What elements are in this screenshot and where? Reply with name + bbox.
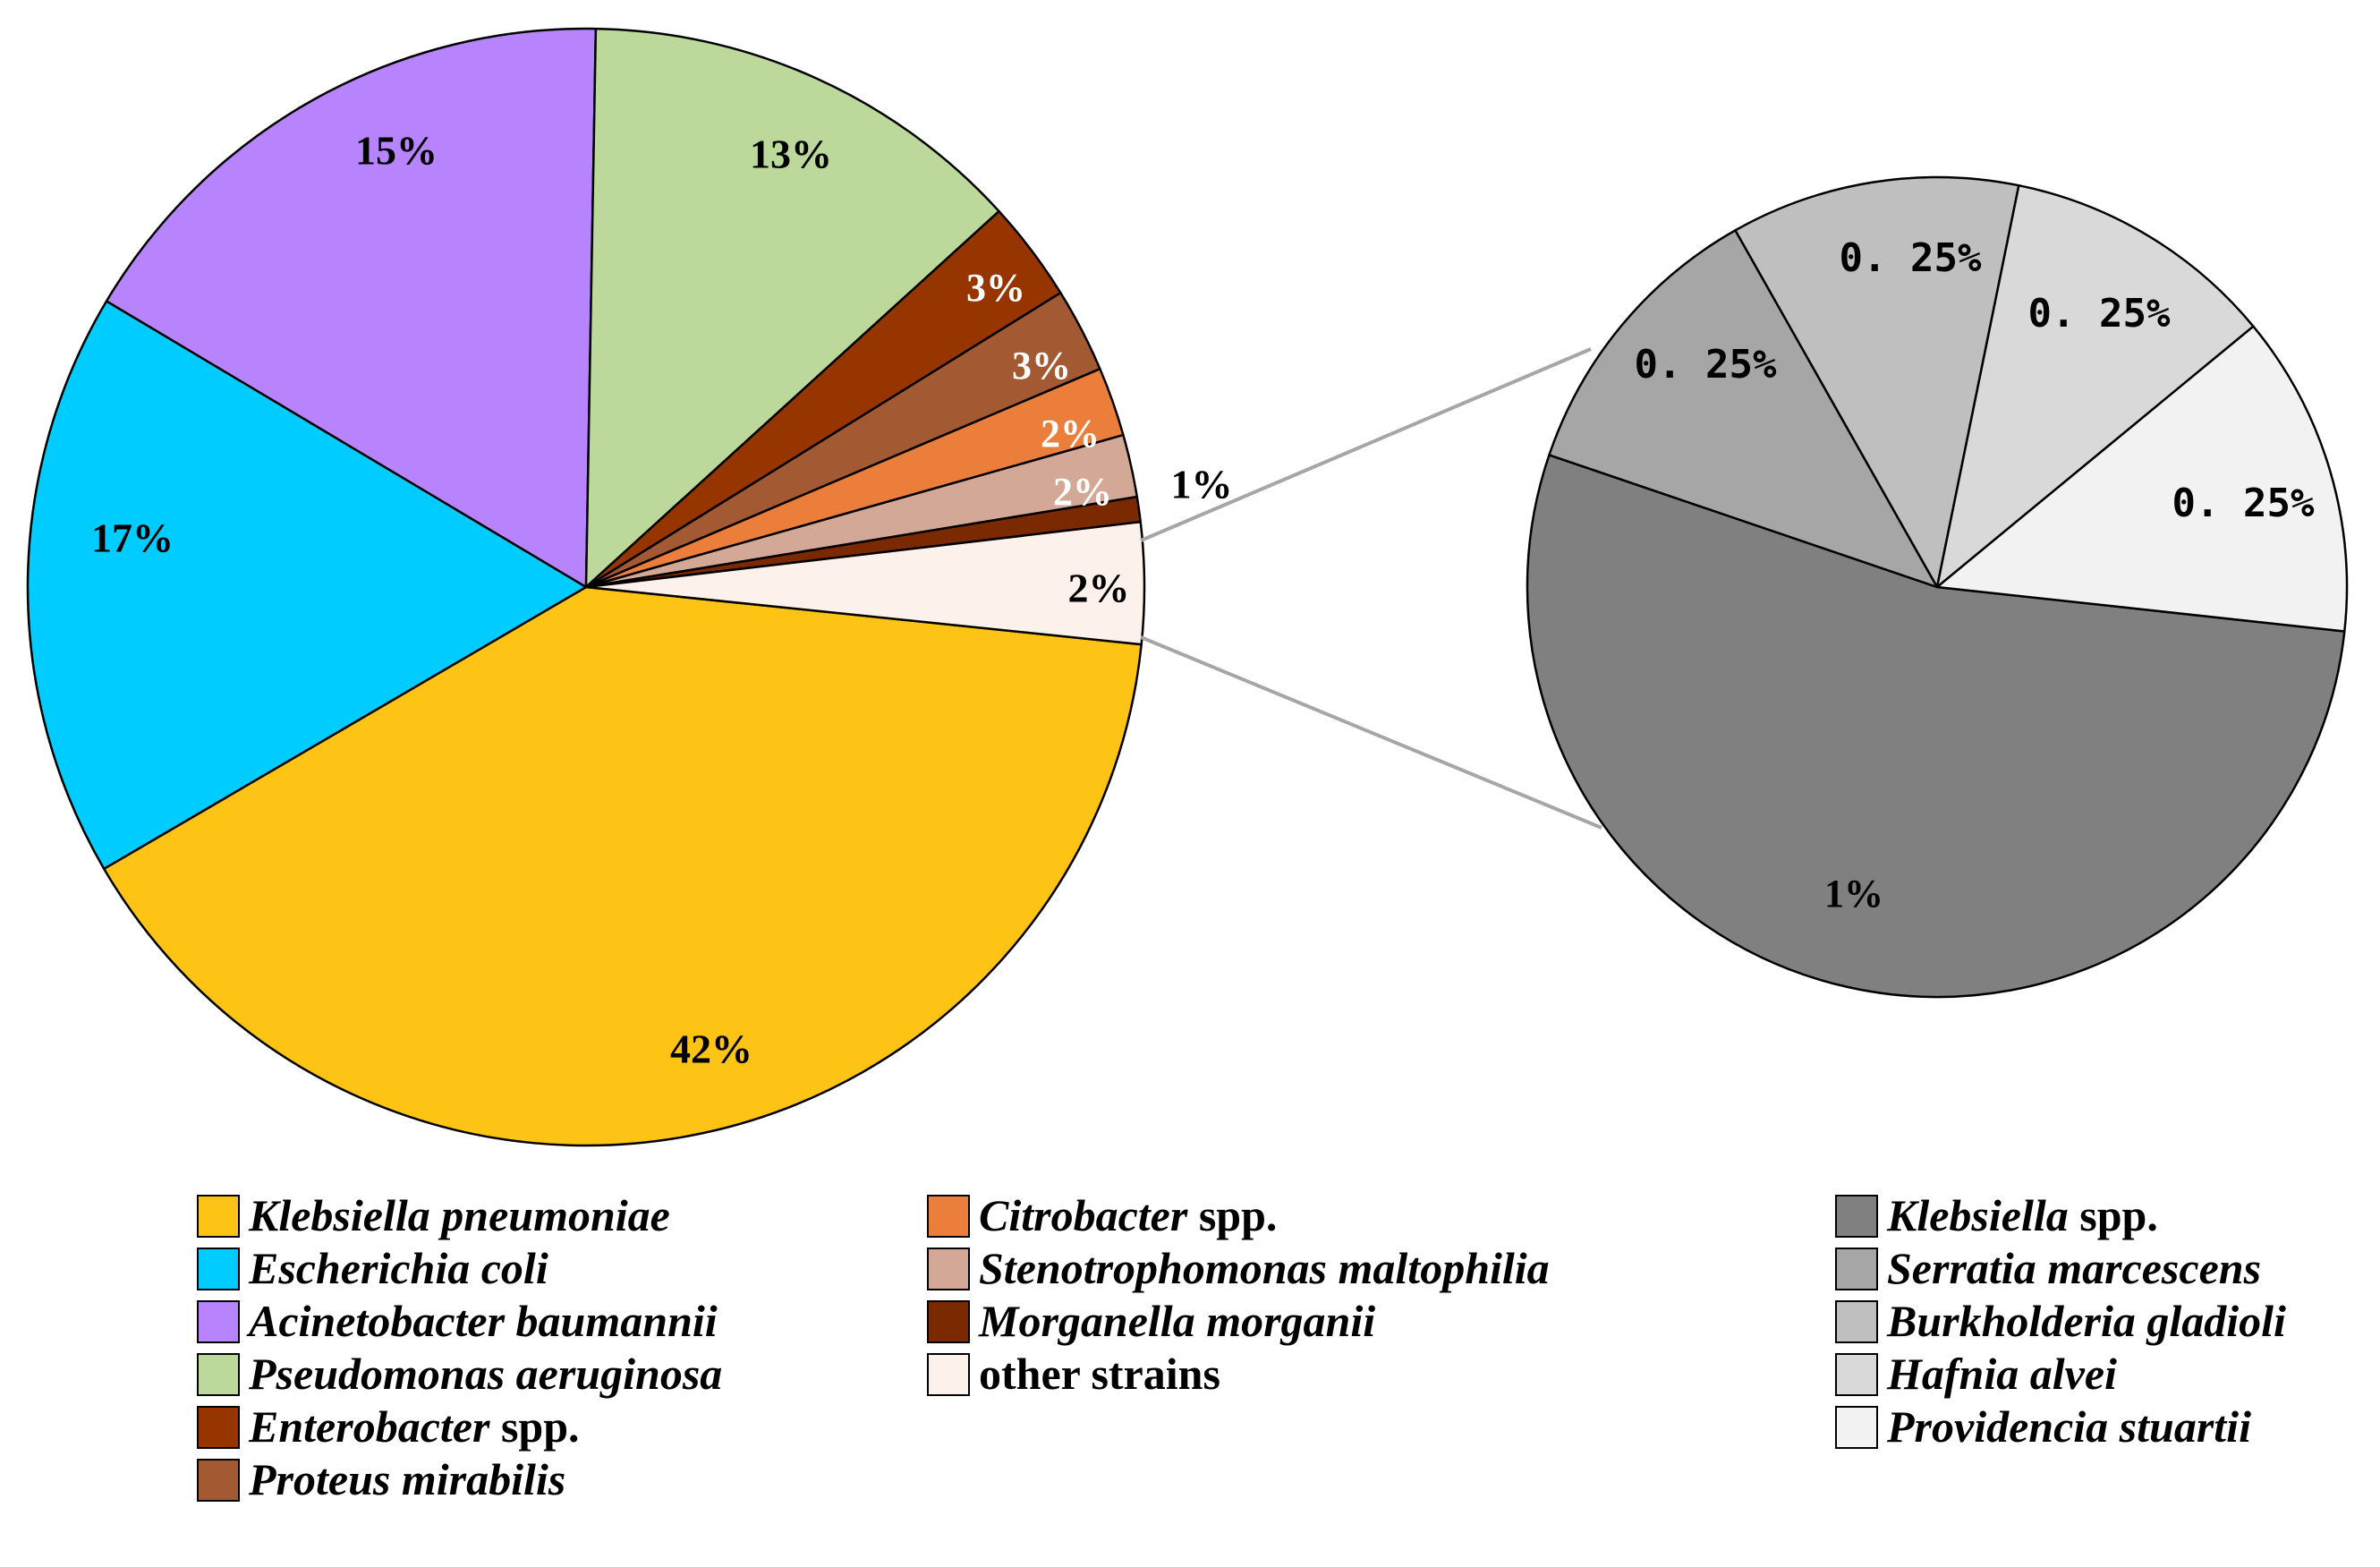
main-legend-item-escherichia-coli: Escherichia coli: [197, 1243, 548, 1293]
slice-escherichia-coli: [26, 300, 588, 871]
main-legend-label-proteus-mirabilis: Proteus mirabilis: [248, 1454, 565, 1504]
slice-label-morganella-morganii: 1%: [1171, 462, 1233, 507]
main-legend-label-other-strains: other strains: [979, 1349, 1220, 1399]
sub-slice-hafnia-alvei: [1935, 183, 2255, 589]
sub-legend-label-burkholderia-gladioli: Burkholderia gladioli: [1886, 1296, 2286, 1346]
main-legend-item-stenotrophomonas-maltophilia: Stenotrophomonas maltophilia: [927, 1243, 1550, 1293]
sub-legend-item-serratia-marcescens: Serratia marcescens: [1835, 1243, 2261, 1293]
sub-slice-serratia-marcescens: [1548, 229, 1939, 589]
main-legend-swatch-klebsiella-pneumoniae: [197, 1195, 240, 1238]
slice-label-other-strains: 2%: [1068, 566, 1130, 611]
sub-slice-label-providencia-stuartii: 0. 25%: [2172, 481, 2315, 526]
slice-pseudomonas-aeruginosa: [584, 27, 1000, 589]
sub-legend-item-klebsiella: Klebsiella spp.: [1835, 1190, 2158, 1240]
slice-label-klebsiella-pneumoniae: 42%: [670, 1026, 752, 1072]
main-pie: [26, 27, 1146, 1147]
main-legend-label-stenotrophomonas-maltophilia: Stenotrophomonas maltophilia: [979, 1243, 1550, 1293]
slice-label-escherichia-coli: 17%: [91, 515, 174, 561]
sub-legend-label-klebsiella: Klebsiella spp.: [1886, 1190, 2158, 1240]
sub-legend-item-providencia-stuartii: Providencia stuartii: [1835, 1401, 2251, 1452]
main-legend-item-other-strains: other strains: [927, 1349, 1220, 1399]
main-legend-swatch-pseudomonas-aeruginosa: [197, 1353, 240, 1396]
main-legend-swatch-escherichia-coli: [197, 1248, 240, 1290]
sub-legend-swatch-burkholderia-gladioli: [1835, 1300, 1878, 1343]
slice-other-strains: [584, 520, 1146, 646]
main-legend-swatch-other-strains: [927, 1353, 970, 1396]
connector-line-top: [1140, 347, 1592, 542]
main-legend-swatch-enterobacter: [197, 1406, 240, 1449]
sub-legend-swatch-providencia-stuartii: [1835, 1406, 1878, 1449]
connector-line-bottom: [1140, 635, 1602, 830]
slice-label-pseudomonas-aeruginosa: 13%: [750, 132, 832, 177]
sub-legend-swatch-klebsiella: [1835, 1195, 1878, 1238]
main-legend-item-pseudomonas-aeruginosa: Pseudomonas aeruginosa: [197, 1349, 722, 1399]
sub-legend-item-burkholderia-gladioli: Burkholderia gladioli: [1835, 1296, 2286, 1346]
sub-slice-burkholderia-gladioli: [1734, 175, 2020, 589]
slice-label-acinetobacter-baumannii: 15%: [355, 128, 438, 174]
slice-label-citrobacter: 2%: [1041, 412, 1100, 456]
main-legend-label-escherichia-coli: Escherichia coli: [248, 1243, 548, 1293]
main-legend-item-proteus-mirabilis: Proteus mirabilis: [197, 1454, 565, 1504]
sub-slice-klebsiella: [1526, 454, 2346, 999]
main-legend-swatch-stenotrophomonas-maltophilia: [927, 1248, 970, 1290]
main-legend-label-pseudomonas-aeruginosa: Pseudomonas aeruginosa: [248, 1349, 722, 1399]
sub-pie: [1526, 175, 2349, 999]
sub-slice-label-klebsiella: 1%: [1824, 872, 1883, 916]
sub-legend-item-hafnia-alvei: Hafnia alvei: [1835, 1349, 2117, 1399]
sub-legend-label-serratia-marcescens: Serratia marcescens: [1887, 1243, 2261, 1293]
sub-legend-swatch-serratia-marcescens: [1835, 1248, 1878, 1290]
sub-pie-labels: 1% 0. 25% 0. 25% 0. 25% 0. 25%: [1635, 235, 2315, 916]
main-legend-label-morganella-morganii: Morganella morganii: [978, 1296, 1375, 1346]
main-legend-item-citrobacter: Citrobacter spp.: [927, 1190, 1277, 1240]
slice-label-stenotrophomonas-maltophilia: 2%: [1053, 470, 1112, 514]
main-legend-swatch-proteus-mirabilis: [197, 1459, 240, 1502]
sub-legend-swatch-hafnia-alvei: [1835, 1353, 1878, 1396]
main-legend-label-klebsiella-pneumoniae: Klebsiella pneumoniae: [248, 1190, 670, 1240]
sub-slice-label-hafnia-alvei: 0. 25%: [2028, 291, 2171, 336]
slice-label-enterobacter: 3%: [966, 266, 1025, 310]
sub-slice-label-burkholderia-gladioli: 0. 25%: [1840, 235, 1982, 281]
pie-connector-lines: [1140, 347, 1602, 830]
main-legend-item-enterobacter: Enterobacter spp.: [197, 1401, 580, 1452]
main-legend-item-klebsiella-pneumoniae: Klebsiella pneumoniae: [197, 1190, 670, 1240]
sub-legend-label-providencia-stuartii: Providencia stuartii: [1886, 1401, 2251, 1452]
main-legend-swatch-morganella-morganii: [927, 1300, 970, 1343]
slice-label-proteus-mirabilis: 3%: [1012, 344, 1071, 387]
slice-acinetobacter-baumannii: [105, 27, 598, 589]
slice-klebsiella-pneumoniae: [102, 585, 1143, 1147]
main-legend-item-acinetobacter-baumannii: Acinetobacter baumannii: [197, 1296, 718, 1346]
sub-legend-label-hafnia-alvei: Hafnia alvei: [1886, 1349, 2117, 1399]
main-legend-item-morganella-morganii: Morganella morganii: [927, 1296, 1375, 1346]
main-legend-swatch-acinetobacter-baumannii: [197, 1300, 240, 1343]
main-pie-labels: 42% 17% 15% 13% 3% 3% 2% 2% 1% 2%: [91, 128, 1233, 1072]
main-legend-swatch-citrobacter: [927, 1195, 970, 1238]
sub-slice-providencia-stuartii: [1935, 325, 2349, 633]
main-legend-label-enterobacter: Enterobacter spp.: [248, 1401, 580, 1452]
main-legend-label-citrobacter: Citrobacter spp.: [979, 1190, 1277, 1240]
main-legend-label-acinetobacter-baumannii: Acinetobacter baumannii: [246, 1296, 718, 1346]
sub-slice-label-serratia-marcescens: 0. 25%: [1635, 342, 1777, 387]
